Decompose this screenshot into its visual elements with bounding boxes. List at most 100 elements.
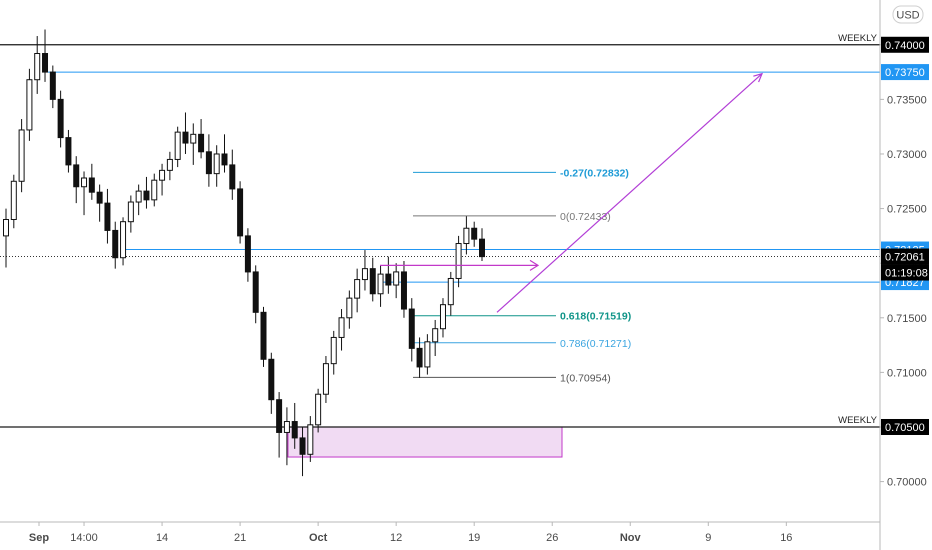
level-price-tag[interactable]: 0.73750 (881, 64, 929, 81)
candle[interactable] (361, 250, 368, 291)
candle[interactable] (479, 228, 485, 261)
candle[interactable] (151, 173, 158, 207)
price-axis[interactable]: 0.700000.705000.710000.715000.720000.725… (880, 36, 929, 489)
candle-body (377, 273, 384, 295)
candle[interactable] (432, 319, 439, 357)
candle[interactable] (18, 119, 25, 193)
candle[interactable] (213, 145, 220, 187)
candle[interactable] (88, 163, 95, 200)
candle-body (174, 131, 181, 160)
candle-body (408, 308, 415, 349)
candle[interactable] (385, 256, 392, 294)
candle[interactable] (455, 235, 462, 288)
candle[interactable] (198, 119, 205, 159)
candle[interactable] (159, 163, 166, 196)
candle[interactable] (260, 306, 267, 367)
candle[interactable] (135, 184, 142, 216)
candle-body (143, 190, 150, 201)
candle[interactable] (424, 334, 431, 375)
candle[interactable] (268, 352, 275, 414)
candle[interactable] (174, 126, 181, 168)
candle[interactable] (447, 271, 454, 316)
candle[interactable] (65, 129, 72, 173)
candle-body (88, 177, 95, 193)
candle[interactable] (26, 68, 33, 141)
candle[interactable] (190, 123, 197, 165)
candle[interactable] (3, 208, 9, 268)
candle[interactable] (96, 184, 103, 222)
candle[interactable] (377, 265, 384, 307)
candle[interactable] (252, 265, 259, 324)
candle[interactable] (104, 188, 111, 244)
candle-body (283, 421, 290, 433)
weekly-price-tag[interactable]: 0.70500 (881, 418, 929, 435)
weekly-level-label: WEEKLY (838, 415, 878, 426)
candle[interactable] (221, 134, 228, 173)
candle-body (447, 277, 454, 306)
candle-body (190, 133, 197, 144)
candle[interactable] (408, 298, 415, 362)
candle[interactable] (330, 330, 337, 375)
fib-level-label: 0.786(0.71271) (560, 338, 631, 350)
candle[interactable] (471, 221, 478, 247)
candle-body (471, 227, 478, 240)
candle[interactable] (237, 181, 244, 244)
candle[interactable] (393, 263, 400, 299)
candle-body (182, 131, 189, 144)
candle[interactable] (439, 298, 446, 338)
candle[interactable] (416, 337, 423, 378)
candle[interactable] (143, 176, 150, 209)
candle-body (432, 328, 439, 343)
projection-arrow-head (753, 72, 764, 83)
candle[interactable] (463, 216, 470, 255)
candle[interactable] (322, 356, 329, 403)
weekly-price-tag[interactable]: 0.74000 (881, 36, 929, 53)
candle-body (400, 271, 407, 310)
currency-button-label: USD (896, 10, 919, 22)
price-tick-label: 0.70000 (887, 477, 927, 489)
current-price-tag[interactable]: 0.72061 (881, 248, 929, 265)
candle[interactable] (81, 171, 88, 216)
candle[interactable] (244, 228, 251, 282)
projection-arrow-line[interactable] (496, 73, 763, 313)
candle[interactable] (166, 151, 173, 181)
candle[interactable] (73, 156, 80, 204)
time-tick-label: 14 (156, 532, 168, 544)
candle[interactable] (42, 29, 49, 82)
candle[interactable] (346, 290, 353, 329)
candle[interactable] (127, 195, 134, 233)
candle[interactable] (10, 174, 17, 229)
candle[interactable] (338, 309, 345, 351)
candle-body (424, 341, 431, 368)
candle[interactable] (205, 134, 212, 187)
candle[interactable] (291, 402, 298, 449)
plot-area[interactable]: WEEKLY WEEKLY -0.27(0.72832) 0(0.72433) 0.61… (0, 29, 880, 477)
candle[interactable] (307, 416, 314, 462)
time-axis[interactable]: Sep 14:00 14 21 Oct 12 19 26 Nov 9 16 (29, 522, 793, 544)
candle[interactable] (369, 257, 376, 302)
candle-body (416, 347, 423, 368)
candle[interactable] (34, 36, 41, 94)
level-price-tag-text: 0.73750 (885, 67, 925, 79)
candle[interactable] (182, 112, 189, 154)
demand-zone-box[interactable] (287, 426, 563, 458)
candle[interactable] (283, 407, 290, 466)
candle[interactable] (57, 90, 64, 148)
candle[interactable] (400, 261, 407, 318)
candle[interactable] (229, 149, 236, 200)
countdown-tag-text: 01:19:08 (885, 268, 928, 280)
candle[interactable] (49, 65, 56, 109)
candle[interactable] (112, 221, 119, 269)
weekly-price-tag-bg (881, 418, 929, 435)
currency-button[interactable]: USD (892, 5, 924, 24)
countdown-tag[interactable]: 01:19:08 (881, 264, 929, 281)
candle-body (346, 297, 353, 319)
candle-body (315, 393, 322, 426)
candle[interactable] (276, 392, 283, 458)
candle[interactable] (354, 268, 361, 313)
candle[interactable] (120, 217, 127, 266)
candle[interactable] (299, 426, 306, 477)
candle-body (291, 421, 298, 439)
candle[interactable] (315, 388, 322, 433)
